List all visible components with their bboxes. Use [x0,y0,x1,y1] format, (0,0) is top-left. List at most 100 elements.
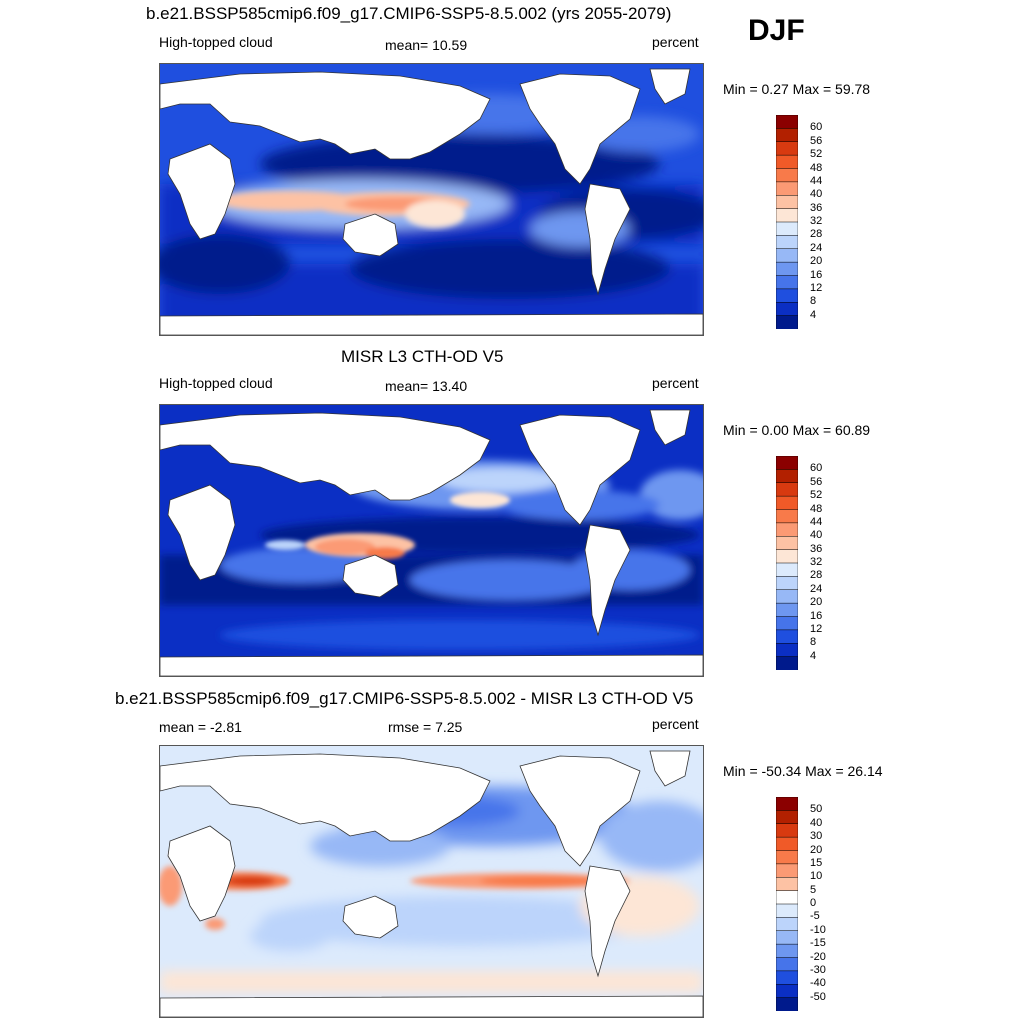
colorbar-swatch [776,877,798,892]
colorbar-swatch [776,549,798,564]
colorbar-swatch [776,810,798,825]
colorbar-swatch [776,469,798,484]
colorbar-tick-label: -10 [810,923,826,936]
panel-3-units-label: percent [652,716,699,732]
colorbar-swatch [776,235,798,250]
panel-3-minmax: Min = -50.34 Max = 26.14 [723,763,883,779]
colorbar-swatch [776,890,798,905]
panel-2-colorbar-swatches [776,456,798,670]
colorbar-tick-label: 20 [810,596,823,609]
colorbar-tick-label: -50 [810,990,826,1003]
colorbar-swatch [776,181,798,196]
colorbar-swatch [776,115,798,129]
continents [160,750,703,1017]
panel-1-units-label: percent [652,34,699,50]
panel-1-map [159,63,704,336]
colorbar-tick-label: 24 [810,582,823,595]
colorbar-tick-label: 60 [810,462,823,475]
colorbar-tick-label: 30 [810,830,823,843]
colorbar-tick-label: 56 [810,134,823,147]
colorbar-tick-label: 36 [810,201,823,214]
colorbar-tick-label: 44 [810,174,823,187]
colorbar-tick-label: 10 [810,870,823,883]
colorbar-tick-label: -20 [810,950,826,963]
colorbar-swatch [776,997,798,1011]
colorbar-swatch [776,576,798,591]
colorbar-swatch [776,456,798,470]
colorbar-tick-label: 24 [810,241,823,254]
colorbar-swatch [776,302,798,317]
colorbar-swatch [776,797,798,811]
panel-2-units-label: percent [652,375,699,391]
season-label: DJF [748,14,805,47]
colorbar-swatch [776,943,798,959]
panel-2-mean-label: mean= 13.40 [385,378,468,394]
colorbar-tick-label: 40 [810,529,823,542]
colorbar-swatch [776,589,798,604]
colorbar-tick-label: 8 [810,636,817,649]
colorbar-swatch [776,482,798,497]
colorbar-swatch [776,208,798,223]
panel-2-colorbar [776,456,798,670]
panel-2-left-label: High-topped cloud [159,375,273,391]
panel-2-minmax: Min = 0.00 Max = 60.89 [723,422,871,438]
colorbar-swatch [776,984,798,999]
colorbar-swatch [776,850,798,865]
colorbar-tick-label: 60 [810,121,823,134]
colorbar-tick-label: 0 [810,897,817,909]
panel-3-map [159,745,704,1018]
colorbar-tick-label: 36 [810,542,823,555]
colorbar-tick-label: 4 [810,649,817,662]
colorbar-tick-label: 20 [810,843,823,856]
colorbar-tick-label: 12 [810,281,823,294]
colorbar-tick-label: 16 [810,609,823,622]
panel-1-left-label: High-topped cloud [159,34,273,50]
colorbar-swatch [776,629,798,644]
colorbar-tick-label: 32 [810,215,823,227]
colorbar-tick-label: 28 [810,228,823,241]
panel-1-title: b.e21.BSSP585cmip6.f09_g17.CMIP6-SSP5-8.… [146,4,672,23]
colorbar-tick-label: -40 [810,977,826,990]
panel-1-colorbar [776,115,798,329]
colorbar-swatch [776,288,798,303]
colorbar-tick-label: 48 [810,502,823,515]
continents [160,409,703,676]
colorbar-tick-label: 52 [810,148,823,161]
colorbar-tick-label: 48 [810,161,823,174]
colorbar-swatch [776,970,798,985]
panel-2-map [159,404,704,677]
colorbar-swatch [776,562,798,577]
colorbar-swatch [776,248,798,263]
colorbar-swatch [776,917,798,932]
colorbar-swatch [776,128,798,143]
colorbar-tick-label: 28 [810,569,823,582]
colorbar-swatch [776,275,798,290]
colorbar-swatch [776,154,798,170]
colorbar-swatch [776,823,798,838]
panel-1-mean-label: mean= 10.59 [385,37,468,53]
panel-3-title: b.e21.BSSP585cmip6.f09_g17.CMIP6-SSP5-8.… [115,689,694,708]
colorbar-swatch [776,836,798,852]
colorbar-swatch [776,616,798,631]
colorbar-tick-label: 5 [810,883,817,896]
colorbar-tick-label: 16 [810,268,823,281]
colorbar-swatch [776,141,798,156]
colorbar-swatch [776,957,798,972]
colorbar-tick-label: 20 [810,255,823,268]
colorbar-swatch [776,522,798,537]
colorbar-tick-label: 40 [810,816,823,829]
colorbar-swatch [776,261,798,277]
colorbar-tick-label: 4 [810,308,817,321]
colorbar-swatch [776,315,798,329]
panel-3-colorbar-swatches [776,797,798,1011]
colorbar-tick-label: -15 [810,937,826,950]
colorbar-swatch [776,509,798,524]
colorbar-tick-label: 56 [810,475,823,488]
colorbar-swatch [776,602,798,618]
colorbar-tick-label: -5 [810,910,820,923]
colorbar-tick-label: -30 [810,963,826,976]
panel-1-colorbar-swatches [776,115,798,329]
colorbar-swatch [776,930,798,945]
panel-1-minmax: Min = 0.27 Max = 59.78 [723,81,871,97]
colorbar-swatch [776,195,798,210]
